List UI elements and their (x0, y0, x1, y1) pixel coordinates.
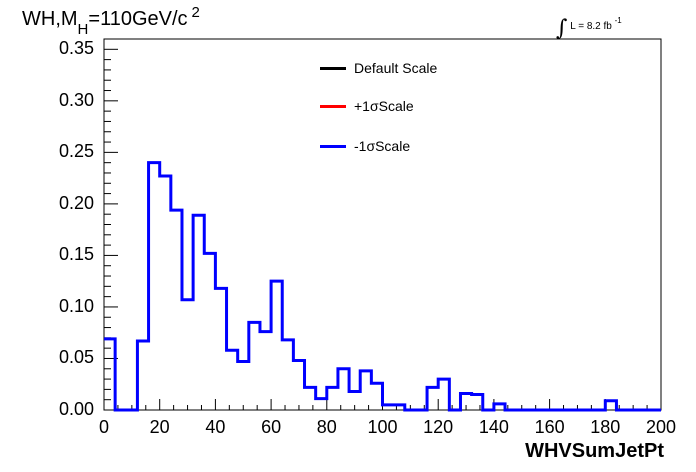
x-tick-label: 200 (645, 417, 677, 437)
y-tick-label: 0.10 (58, 295, 94, 316)
chart-title: WH,MH=110GeV/c 2 (22, 4, 200, 38)
title-subscript: H (77, 21, 89, 38)
x-tick-label: 20 (149, 417, 170, 437)
x-tick-label: 80 (316, 417, 337, 437)
x-axis-label: WHVSumJetPt (525, 440, 664, 462)
y-tick-label: 0.05 (58, 347, 94, 368)
x-tick-label: 100 (367, 417, 398, 437)
x-tick-label: 60 (261, 417, 282, 437)
legend-label-minus: -1σScale (354, 138, 411, 154)
luminosity-label: ∫ L = 8.2 fb -1 (556, 10, 622, 41)
legend-entry-minus: -1σScale (320, 136, 410, 156)
title-superscript: 2 (191, 4, 200, 21)
title-mid: =110GeV/c (88, 8, 188, 30)
y-axis-ticks (104, 38, 118, 411)
histogram-line (104, 161, 661, 412)
legend-line-minus (320, 144, 346, 148)
y-tick-label: 0.25 (58, 141, 94, 162)
x-tick-label: 0 (98, 417, 109, 437)
integral-symbol: ∫ (556, 16, 568, 41)
x-tick-label: 160 (534, 417, 565, 437)
legend-line-default (320, 66, 346, 70)
x-tick-label: 140 (478, 417, 509, 437)
title-prefix: WH,M (22, 8, 78, 30)
y-tick-label: 0.00 (58, 399, 94, 419)
legend-line-plus (320, 104, 346, 108)
legend-entry-plus: +1σScale (320, 96, 414, 116)
y-tick-label: 0.30 (58, 89, 94, 110)
x-tick-label: 180 (590, 417, 621, 437)
x-tick-label: 120 (423, 417, 454, 437)
y-tick-label: 0.20 (58, 192, 94, 213)
lumi-superscript: -1 (614, 16, 622, 25)
legend-label-plus: +1σScale (354, 98, 414, 114)
legend-entry-default: Default Scale (320, 58, 437, 78)
legend-label-default: Default Scale (354, 60, 438, 76)
y-tick-label: 0.15 (58, 244, 94, 265)
y-tick-label: 0.35 (58, 38, 94, 59)
lumi-text: L = 8.2 fb (570, 21, 612, 32)
x-tick-label: 40 (205, 417, 226, 437)
plot-frame (103, 38, 662, 411)
